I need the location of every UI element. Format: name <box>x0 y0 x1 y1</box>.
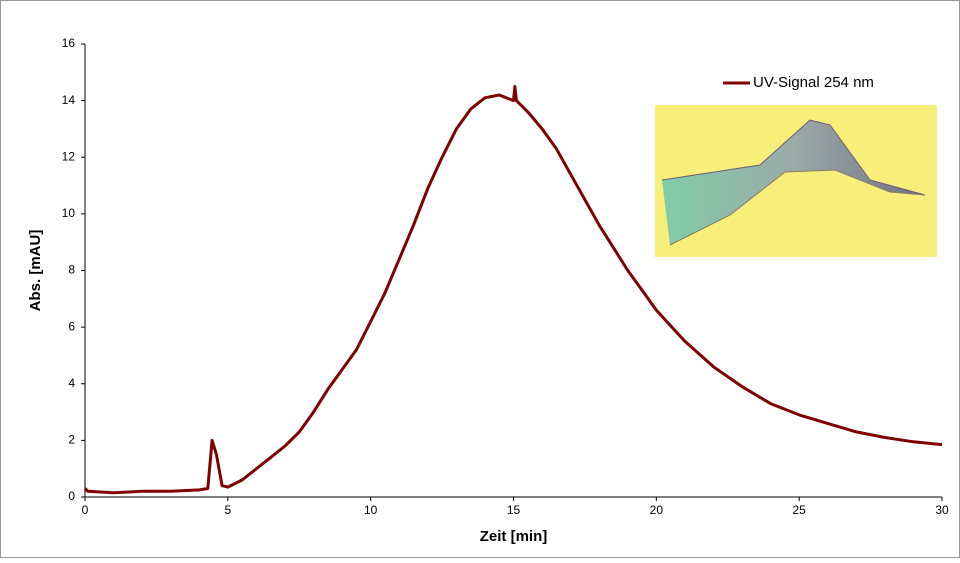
x-tick-label: 25 <box>792 503 806 517</box>
y-tick-label: 12 <box>62 149 76 163</box>
y-tick-label: 2 <box>68 433 75 447</box>
x-tick-label: 0 <box>82 503 89 517</box>
y-tick-label: 4 <box>68 376 75 390</box>
y-axis-title: Abs. [mAU] <box>27 230 44 312</box>
x-tick-label: 30 <box>935 503 949 517</box>
y-tick-label: 8 <box>68 263 75 277</box>
x-axis-title: Zeit [min] <box>480 528 548 545</box>
y-tick-label: 14 <box>62 93 76 107</box>
y-tick-label: 6 <box>68 319 75 333</box>
x-tick-label: 5 <box>224 503 231 517</box>
y-tick-label: 16 <box>62 36 76 50</box>
x-tick-label: 20 <box>650 503 664 517</box>
inset-image <box>655 105 937 257</box>
y-tick-label: 0 <box>68 489 75 503</box>
x-tick-label: 10 <box>364 503 378 517</box>
y-tick-label: 10 <box>62 206 76 220</box>
data-line <box>83 85 943 495</box>
legend-label: UV-Signal 254 nm <box>753 74 874 91</box>
x-tick-label: 15 <box>507 503 521 517</box>
